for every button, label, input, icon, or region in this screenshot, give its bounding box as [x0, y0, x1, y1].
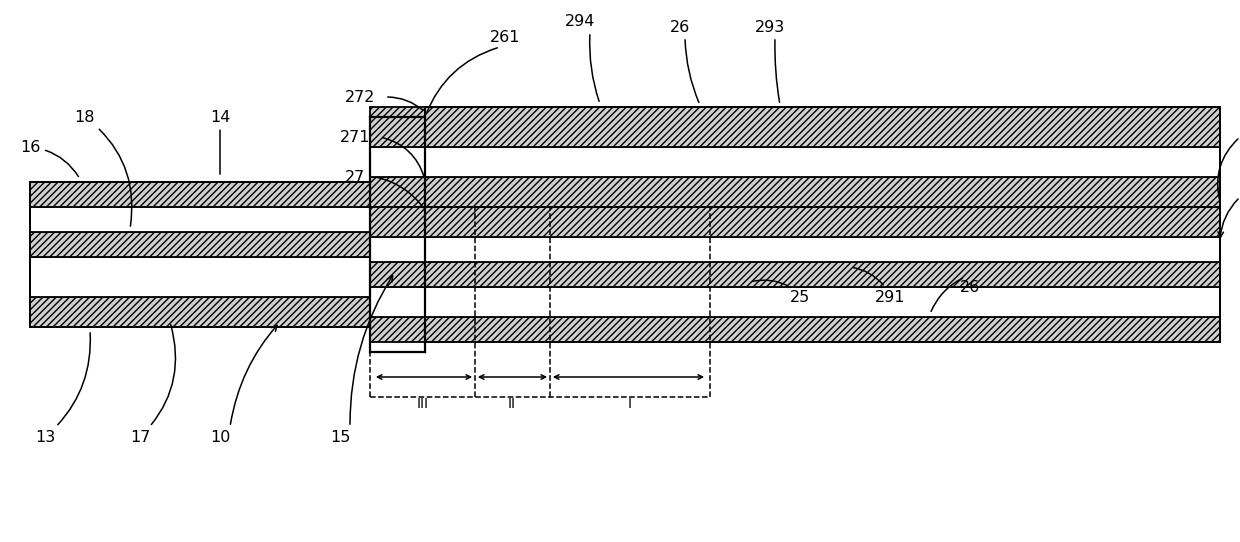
Bar	[370, 317, 425, 342]
Bar	[30, 232, 370, 257]
Bar	[425, 147, 1220, 177]
Text: 16: 16	[20, 139, 78, 177]
Bar	[370, 207, 425, 237]
Bar	[425, 207, 1220, 237]
Text: 294: 294	[564, 15, 595, 29]
Bar	[370, 107, 425, 147]
Text: 26: 26	[670, 20, 691, 35]
Bar	[370, 117, 425, 352]
Bar	[370, 287, 425, 317]
Text: II: II	[508, 397, 516, 411]
Bar	[30, 207, 370, 232]
Text: 13: 13	[35, 333, 91, 444]
Bar	[425, 262, 1220, 287]
Bar	[370, 262, 425, 287]
Bar	[425, 287, 1220, 317]
Bar	[425, 107, 1220, 147]
Text: 15: 15	[330, 429, 350, 444]
Bar	[370, 177, 425, 207]
Bar	[30, 182, 370, 207]
Bar	[30, 257, 370, 297]
Text: 27: 27	[345, 170, 365, 184]
Text: 25: 25	[790, 289, 810, 305]
Bar	[370, 237, 425, 262]
Bar	[425, 317, 1220, 342]
Bar	[425, 237, 1220, 262]
Text: 10: 10	[210, 429, 231, 444]
Text: 26: 26	[960, 280, 980, 294]
Text: III: III	[417, 397, 429, 411]
Bar	[30, 297, 370, 327]
Bar	[425, 177, 1220, 207]
Text: 17: 17	[130, 325, 176, 444]
Text: 293: 293	[755, 20, 785, 35]
Text: 261: 261	[490, 29, 521, 44]
Bar	[370, 147, 425, 177]
Text: 271: 271	[340, 130, 371, 145]
Text: 291: 291	[874, 289, 905, 305]
Text: I: I	[627, 397, 632, 411]
Text: 18: 18	[74, 109, 131, 226]
Text: 14: 14	[210, 109, 231, 174]
Text: 272: 272	[345, 89, 376, 105]
